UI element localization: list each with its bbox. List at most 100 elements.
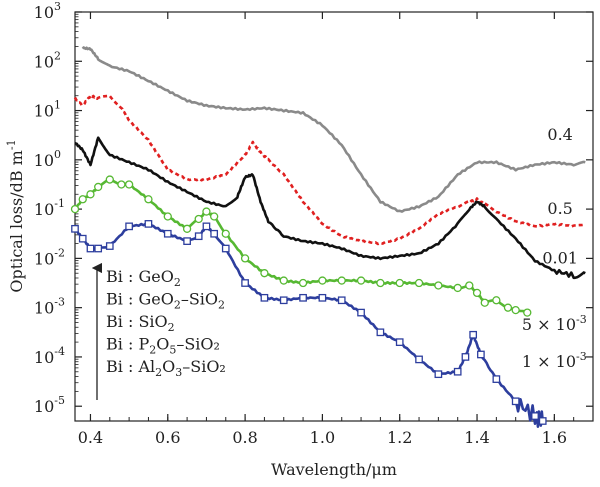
- series-point-4: [86, 190, 95, 199]
- series-point-5: [395, 338, 404, 347]
- legend-entry-sub1: 2: [155, 366, 162, 379]
- series-point-5: [531, 412, 539, 420]
- y-tick-exponent: 3: [54, 0, 61, 13]
- label-layer: 0.40.50.015 × 10-31 × 10-3: [522, 125, 587, 371]
- series-label-text: 5 × 10: [522, 315, 576, 334]
- series-point-5: [260, 293, 269, 302]
- legend-entry-sub1: 2: [174, 299, 181, 312]
- x-tick-label: 0.4: [78, 428, 103, 447]
- legend-entry-mid: –SiO: [181, 290, 218, 309]
- x-tick-label: 0.8: [232, 428, 257, 447]
- series-point-5: [241, 279, 249, 287]
- series-point-5: [71, 224, 79, 233]
- series-point-4: [503, 303, 513, 312]
- series-point-5: [318, 293, 327, 302]
- series-point-4: [94, 182, 103, 192]
- series-layer: [70, 46, 586, 428]
- series-point-4: [163, 212, 172, 221]
- series-value-label-2: 0.5: [547, 199, 572, 218]
- y-tick-exponent: -2: [54, 246, 65, 259]
- series-point-5: [279, 296, 288, 305]
- series-point-4: [523, 308, 532, 317]
- series-line-2: [73, 93, 586, 246]
- legend-entry-sub1: 2: [149, 344, 156, 357]
- series-value-label-5: 1 × 10-3: [522, 350, 587, 371]
- legend-entry-5: Bi : Al2O3–SiO₂: [106, 357, 226, 379]
- series-point-4: [240, 254, 250, 263]
- series-point-4: [465, 281, 474, 290]
- y-tick-label: 102: [34, 49, 61, 71]
- legend-entry-prefix: Bi : SiO: [106, 312, 168, 331]
- series-label-text: 0.4: [547, 125, 572, 144]
- y-tick-label: 101: [34, 99, 61, 121]
- legend-entry-1: Bi : GeO2: [106, 267, 181, 289]
- legend-entry-tail: –SiO₂: [182, 357, 226, 376]
- series-point-4: [202, 207, 211, 216]
- y-tick-label: 10-4: [34, 345, 65, 367]
- y-tick-base: 10: [34, 249, 54, 268]
- series-point-5: [221, 244, 230, 253]
- series-point-4: [78, 195, 87, 204]
- series-point-5: [299, 293, 307, 302]
- legend-entry-sub2: 5: [169, 344, 176, 357]
- legend-entry-sub2: 2: [218, 299, 225, 312]
- x-tick-label: 1.4: [464, 428, 489, 447]
- series-point-4: [298, 278, 308, 288]
- series-point-4: [434, 281, 443, 290]
- series-point-4: [472, 288, 482, 298]
- series-point-4: [453, 283, 462, 293]
- y-tick-base: 10: [34, 52, 54, 71]
- y-tick-base: 10: [34, 3, 54, 22]
- series-point-4: [144, 195, 153, 204]
- series-point-5: [105, 242, 114, 250]
- y-tick-exponent: 0: [54, 148, 61, 161]
- series-point-5: [86, 244, 95, 253]
- series-label-text: 1 × 10: [522, 352, 576, 371]
- series-point-5: [202, 222, 211, 231]
- series-point-4: [105, 175, 114, 184]
- y-tick-label: 10-2: [34, 246, 65, 268]
- y-tick-exponent: -4: [54, 345, 65, 358]
- legend-entry-3: Bi : SiO2: [106, 312, 175, 334]
- y-tick-exponent: -3: [54, 296, 65, 309]
- series-point-4: [260, 269, 269, 278]
- y-tick-base: 10: [34, 348, 54, 367]
- series-point-4: [356, 276, 366, 285]
- series-point-5: [453, 367, 462, 376]
- series-point-4: [376, 278, 385, 288]
- y-tick-label: 10-5: [34, 394, 65, 416]
- series-point-5: [337, 296, 346, 305]
- legend-entry-prefix: Bi : Al: [106, 357, 155, 376]
- y-tick-label: 10-1: [34, 197, 65, 219]
- series-point-5: [125, 222, 133, 231]
- legend-entry-sub1: 2: [174, 276, 181, 289]
- series-point-4: [124, 180, 134, 189]
- series-line-3: [74, 136, 586, 280]
- y-tick-label: 103: [34, 0, 61, 22]
- legend-entry-4: Bi : P2O5–SiO₂: [106, 335, 220, 357]
- y-axis-title: Optical loss/dB m-1: [5, 139, 26, 292]
- y-tick-exponent: -5: [54, 394, 65, 407]
- series-label-text: 0.01: [542, 248, 578, 267]
- y-tick-exponent: 1: [54, 99, 61, 112]
- series-point-4: [70, 204, 80, 214]
- x-tick-label: 1.0: [310, 428, 335, 447]
- series-point-5: [376, 328, 385, 337]
- series-point-5: [538, 417, 547, 425]
- series-label-exponent: -3: [576, 350, 587, 363]
- series-point-4: [318, 276, 327, 285]
- series-value-label-1: 0.4: [547, 125, 572, 144]
- series-value-label-3: 0.01: [542, 248, 578, 267]
- series-point-4: [395, 278, 404, 288]
- series-value-label-4: 5 × 10-3: [522, 313, 587, 334]
- series-point-5: [94, 244, 103, 253]
- series-point-5: [78, 234, 87, 243]
- y-tick-base: 10: [34, 200, 54, 219]
- legend-entry-sub1: 2: [168, 321, 175, 334]
- series-point-4: [210, 212, 219, 221]
- series-point-5: [183, 237, 191, 245]
- legend-entry-sub2: 3: [175, 366, 182, 379]
- legend-entry-prefix: Bi : P: [106, 335, 149, 354]
